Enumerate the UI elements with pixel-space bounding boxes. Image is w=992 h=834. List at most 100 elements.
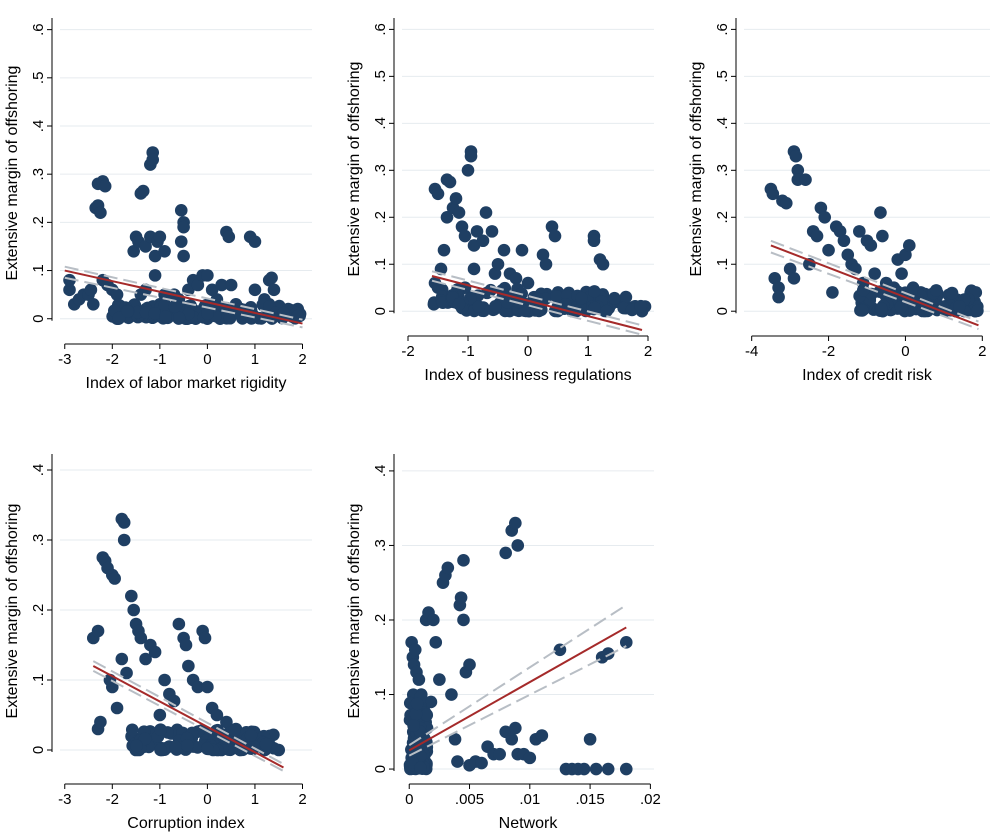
x-tick-label: 2	[298, 351, 306, 368]
scatter-point	[511, 539, 525, 552]
x-tick-label: .005	[455, 791, 484, 808]
scatter-point	[596, 257, 610, 271]
scatter-point	[191, 278, 205, 292]
scatter-point	[431, 187, 445, 201]
scatter-point	[117, 533, 131, 547]
scatter-point	[500, 295, 514, 309]
x-axis-label: Network	[499, 815, 559, 832]
scatter-point	[451, 755, 464, 768]
scatter-point	[94, 206, 107, 220]
y-axis-label: Extensive margin of offshoring	[4, 66, 21, 281]
scatter-point	[228, 724, 241, 737]
scatter-point	[146, 153, 160, 167]
scatter-point	[110, 288, 124, 301]
panel-labor-market-rigidity: 0 .1 .2 .3 .4 .5 .6 -3 -2 -1 0 1 2 Index of labor mar…	[4, 18, 312, 392]
y-tick-label: 0	[714, 307, 731, 315]
x-tick-label: 2	[978, 343, 986, 360]
scatter-point	[98, 179, 112, 193]
fit-line	[92, 665, 284, 769]
scatter-point	[945, 286, 959, 300]
y-axis-label: Extensive margin of offshoring	[346, 62, 363, 277]
scatter-point	[410, 697, 424, 711]
scatter-point	[215, 278, 228, 292]
scatter-point	[158, 244, 171, 258]
scatter-point	[601, 647, 615, 660]
scatter-point	[619, 636, 633, 649]
scatter-point	[634, 299, 648, 313]
x-axis-label: Index of business regulations	[424, 367, 631, 384]
scatter-point	[94, 715, 107, 729]
x-tick-label: .02	[640, 791, 661, 808]
scatter-point	[148, 645, 162, 659]
scatter-point	[248, 235, 262, 248]
scatter-point	[448, 732, 462, 746]
scatter-point	[509, 516, 522, 530]
scatter-point	[408, 643, 422, 657]
y-tick-label: .2	[372, 211, 389, 224]
scatter-point	[864, 239, 878, 252]
scatter-point	[485, 225, 499, 238]
scatter-point	[108, 572, 121, 585]
ci-upper-line	[408, 604, 627, 747]
scatter-point	[63, 273, 76, 287]
x-tick-label: 1	[251, 791, 259, 808]
scatter-point	[876, 229, 889, 243]
scatter-point	[523, 751, 537, 765]
x-tick-label: -1	[153, 791, 166, 808]
scatter-point	[479, 206, 493, 219]
scatter-point	[454, 591, 468, 604]
scatter-point	[127, 603, 140, 617]
y-tick-label: 0	[30, 315, 47, 323]
x-tick-label: 2	[298, 791, 306, 808]
panel-network: 0 .1 .2 .3 .4 0 .005 .01 .015 .02 Network Extensive…	[346, 454, 661, 832]
y-axis-label: Extensive margin of offshoring	[688, 62, 705, 277]
y-tick-label: 0	[372, 307, 389, 315]
scatter-point	[826, 286, 839, 299]
x-axis-label: Index of labor market rigidity	[86, 375, 287, 392]
scatter-point	[153, 230, 167, 244]
ci-lower-line	[64, 276, 303, 329]
scatter-point	[463, 658, 476, 672]
scatter-point	[224, 278, 238, 292]
scatter-point	[452, 206, 466, 219]
scatter-point	[608, 291, 621, 305]
scatter-point	[509, 272, 523, 285]
scatter-point	[588, 301, 602, 315]
scatter-point	[158, 298, 172, 312]
scatter-point	[112, 311, 126, 325]
y-tick-label: .3	[30, 168, 47, 181]
scatter-point	[223, 311, 237, 325]
x-tick-label: 0	[901, 343, 909, 360]
scatter-point	[420, 708, 434, 722]
y-tick-label: .2	[372, 614, 389, 627]
scatter-point	[120, 666, 133, 680]
scatter-point	[837, 234, 851, 248]
x-tick-label: 1	[584, 343, 592, 360]
scatter-point	[445, 688, 458, 701]
scatter-point	[874, 206, 887, 219]
y-tick-label: .1	[30, 264, 47, 277]
x-tick-label: -2	[106, 351, 119, 368]
scatter-point	[201, 307, 214, 320]
y-tick-label: .3	[372, 539, 389, 552]
scatter-point	[601, 762, 615, 776]
panel-business-regulations: 0 .1 .2 .3 .4 .5 .6 -2 -1 0 1 2 Index of business re…	[346, 18, 654, 384]
scatter-point	[493, 747, 506, 761]
scatter-point	[222, 230, 236, 244]
scatter-point	[491, 257, 505, 271]
scatter-point	[619, 762, 633, 776]
y-tick-label: .2	[714, 211, 731, 224]
scatter-point	[148, 269, 162, 282]
scatter-point	[433, 673, 446, 686]
scatter-point	[174, 235, 188, 248]
scatter-point	[600, 304, 613, 318]
scatter-point	[440, 210, 454, 224]
scatter-point	[139, 240, 152, 253]
scatter-point	[429, 636, 443, 649]
scatter-point	[550, 290, 563, 303]
scatter-point	[177, 220, 190, 234]
y-tick-label: .3	[372, 164, 389, 177]
scatter-point	[267, 728, 280, 742]
scatter-point	[470, 225, 484, 238]
